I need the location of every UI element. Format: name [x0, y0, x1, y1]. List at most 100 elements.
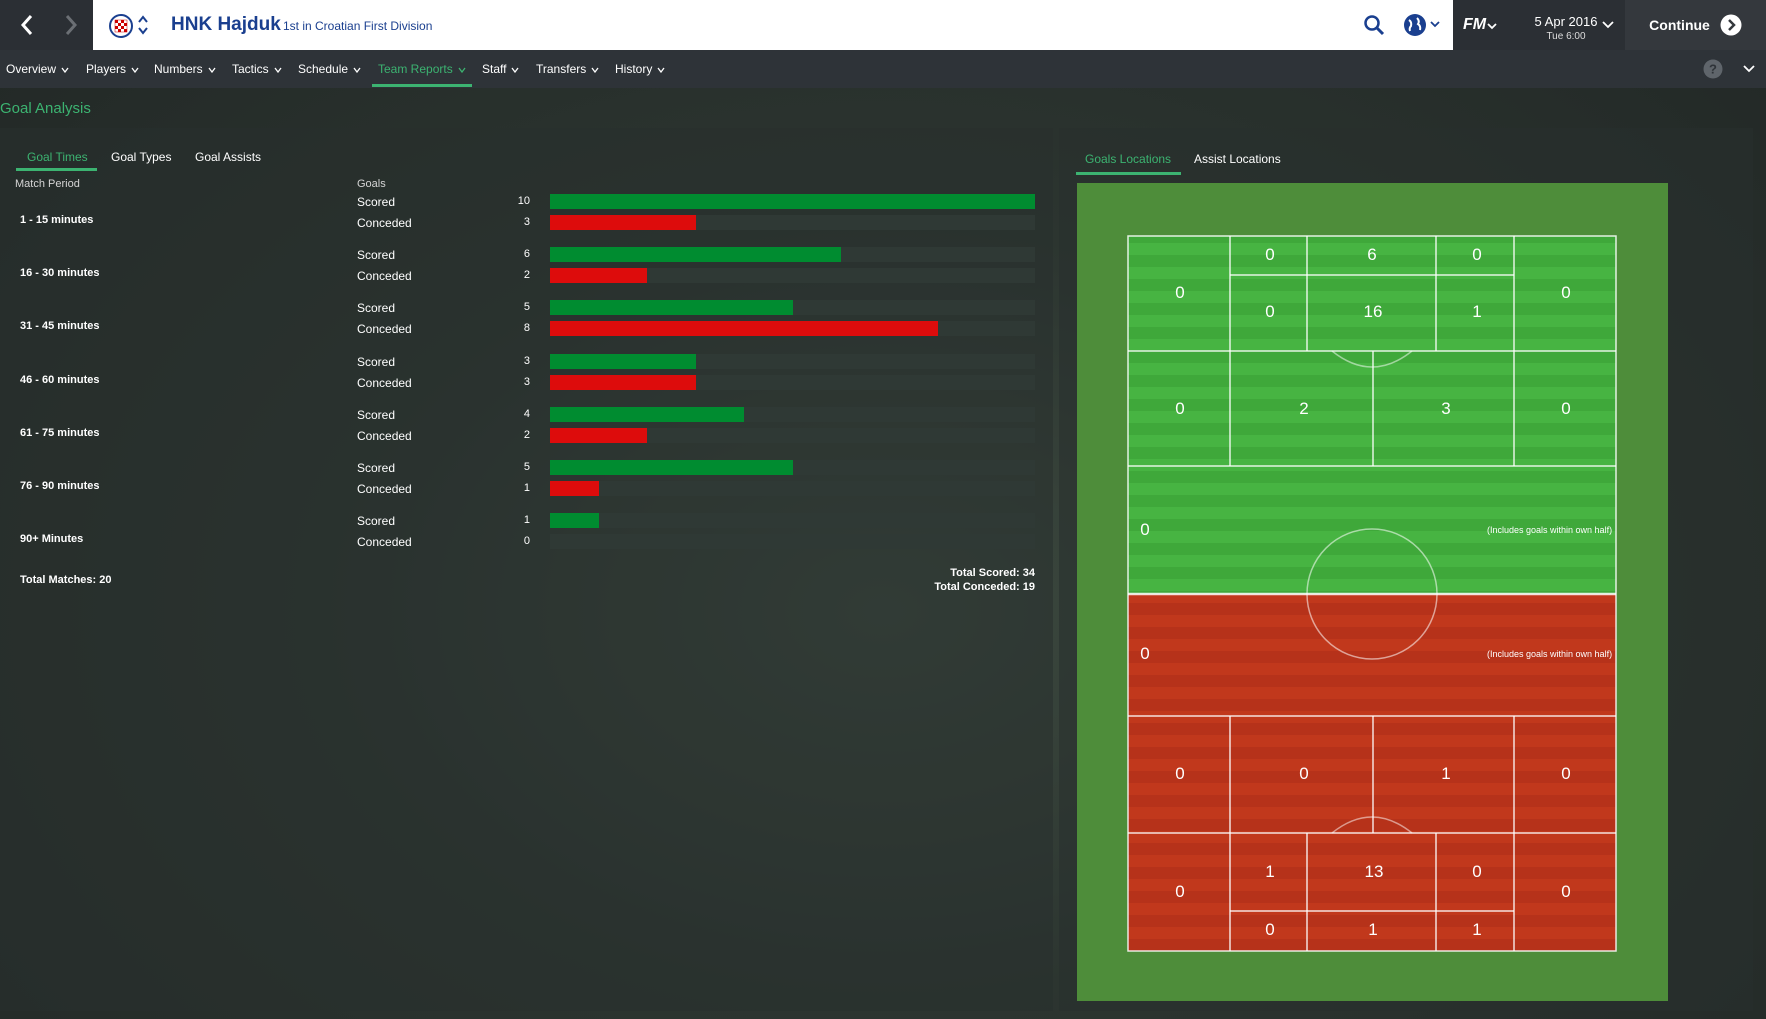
menu-numbers[interactable]: Numbers	[154, 62, 216, 76]
chevron-down-icon[interactable]	[1487, 22, 1497, 30]
zone-value: 0	[1265, 302, 1275, 321]
conceded-bar-track	[550, 481, 1035, 496]
conceded-count: 2	[523, 428, 530, 441]
tab-goals-locations[interactable]: Goals Locations	[1085, 152, 1172, 166]
menu-transfers[interactable]: Transfers	[536, 62, 599, 76]
chevron-down-icon	[208, 67, 216, 73]
menu-staff[interactable]: Staff	[482, 62, 519, 76]
scored-count: 4	[523, 407, 530, 420]
zone-value: 0	[1175, 764, 1185, 783]
column-header-goals[interactable]: Goals	[357, 178, 386, 190]
pitch-frame	[1077, 183, 1668, 1001]
chevron-down-icon[interactable]	[1430, 20, 1440, 28]
arrow-right-circle-icon	[1720, 14, 1742, 36]
scored-count: 5	[523, 301, 530, 314]
menu-players[interactable]: Players	[86, 62, 139, 76]
active-tab-indicator	[16, 168, 97, 171]
scored-count: 10	[517, 195, 530, 207]
zone-note: (Includes goals within own half)	[1487, 649, 1613, 659]
chevron-down-icon[interactable]	[1602, 21, 1614, 29]
tab-goal-times[interactable]: Goal Times	[27, 150, 88, 164]
scored-bar	[550, 300, 793, 316]
chevron-down-icon[interactable]	[1743, 65, 1755, 73]
chevron-down-icon	[274, 67, 282, 73]
scored-bar-track	[550, 247, 1035, 263]
zone-value: 2	[1299, 399, 1309, 418]
scored-label: Scored	[357, 461, 396, 475]
zone-value: 1	[1368, 920, 1378, 939]
continue-button[interactable]: Continue	[1625, 0, 1766, 50]
conceded-count: 8	[523, 322, 530, 335]
zone-value: 16	[1363, 302, 1383, 321]
club-header: HNK Hajduk 1st in Croatian First Divisio…	[93, 0, 1453, 50]
menu-history[interactable]: History	[615, 62, 665, 76]
forward-arrow-icon	[65, 15, 78, 35]
search-icon[interactable]	[1363, 14, 1385, 36]
zone-value: 0	[1265, 245, 1275, 264]
fm-logo[interactable]: FM	[1463, 16, 1487, 33]
zone-value: 6	[1367, 245, 1377, 264]
club-switch-icon[interactable]	[137, 13, 149, 37]
period-label: 76 - 90 minutes	[20, 480, 100, 492]
scored-bar-track	[550, 460, 1035, 475]
menu-schedule[interactable]: Schedule	[298, 62, 361, 76]
conceded-count: 1	[523, 482, 530, 494]
conceded-bar-track	[550, 321, 1035, 337]
scored-label: Scored	[357, 354, 396, 369]
zone-value: 0	[1561, 283, 1571, 302]
forward-button[interactable]	[48, 0, 94, 50]
chevron-down-icon	[657, 67, 665, 73]
period-label: 1 - 15 minutes	[20, 214, 94, 226]
game-date[interactable]: 5 Apr 2016 Tue 6:00	[1525, 14, 1607, 42]
zone-value: 0	[1561, 764, 1571, 783]
zone-value: 0	[1299, 764, 1309, 783]
back-arrow-icon	[20, 15, 33, 35]
scored-label: Scored	[357, 407, 396, 422]
conceded-label: Conceded	[357, 535, 412, 550]
conceded-label: Conceded	[357, 216, 412, 230]
zone-value: 0	[1561, 399, 1571, 418]
scored-count: 5	[523, 461, 530, 473]
time-label: Tue 6:00	[1546, 31, 1586, 42]
club-badge-icon[interactable]	[109, 14, 133, 38]
league-position[interactable]: 1st in Croatian First Division	[283, 19, 433, 33]
conceded-label: Conceded	[357, 322, 412, 337]
conceded-bar-track	[550, 215, 1035, 230]
conceded-bar	[550, 427, 647, 443]
tab-goal-types[interactable]: Goal Types	[111, 150, 172, 164]
chevron-down-icon	[458, 67, 466, 73]
conceded-label: Conceded	[357, 269, 412, 284]
continue-label: Continue	[1649, 17, 1710, 33]
menu-tactics[interactable]: Tactics	[232, 62, 282, 76]
chevron-down-icon	[61, 67, 69, 73]
conceded-bar	[550, 321, 938, 337]
zone-value: 0	[1140, 520, 1150, 539]
period-label: 16 - 30 minutes	[20, 267, 100, 280]
scored-count: 1	[523, 514, 530, 527]
tab-assist-locations[interactable]: Assist Locations	[1194, 152, 1281, 166]
main-menu	[0, 50, 1766, 88]
zone-value: 0	[1140, 644, 1150, 663]
help-icon[interactable]: ?	[1703, 59, 1723, 79]
scored-bar-track	[550, 513, 1035, 529]
active-tab-indicator	[1076, 172, 1181, 175]
chevron-down-icon	[591, 67, 599, 73]
back-button[interactable]	[4, 0, 50, 50]
scored-count: 3	[523, 354, 530, 367]
conceded-count: 3	[523, 216, 530, 228]
menu-team-reports[interactable]: Team Reports	[378, 62, 466, 76]
club-name[interactable]: HNK Hajduk	[171, 14, 281, 35]
chevron-down-icon	[131, 67, 139, 73]
scored-bar-track	[550, 300, 1035, 316]
globe-icon[interactable]	[1403, 13, 1427, 37]
tab-goal-assists[interactable]: Goal Assists	[195, 150, 262, 164]
period-label: 31 - 45 minutes	[20, 320, 100, 333]
chevron-down-icon	[353, 67, 361, 73]
scored-label: Scored	[357, 514, 396, 529]
column-header-period[interactable]: Match Period	[15, 178, 80, 190]
menu-overview[interactable]: Overview	[6, 62, 69, 76]
zone-value: 1	[1472, 920, 1482, 939]
conceded-bar	[550, 215, 696, 230]
period-label: 90+ Minutes	[20, 533, 84, 546]
conceded-bar-track	[550, 427, 1035, 443]
